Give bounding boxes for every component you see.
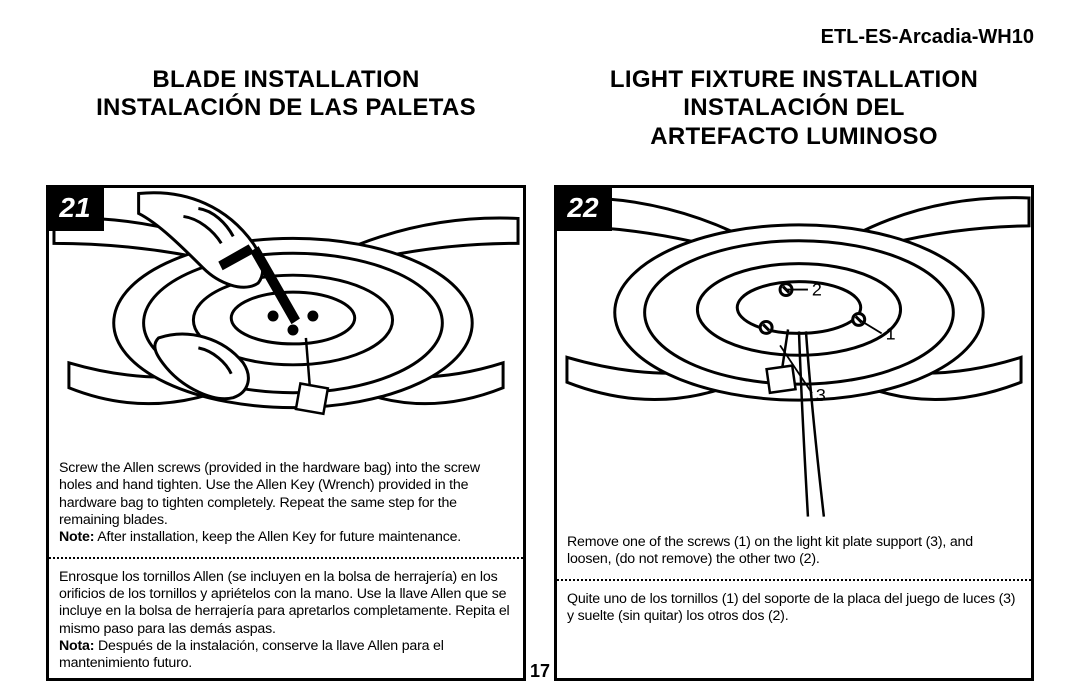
left-body-es: Enrosque los tornillos Allen (se incluye… bbox=[59, 569, 510, 637]
step-badge-left: 21 bbox=[46, 185, 104, 231]
left-lang-divider bbox=[49, 557, 523, 559]
callout-1: 1 bbox=[886, 323, 896, 343]
model-code: ETL-ES-Arcadia-WH10 bbox=[821, 26, 1034, 49]
right-illustration: 1 2 3 bbox=[557, 188, 1031, 528]
left-body-en: Screw the Allen screws (provided in the … bbox=[59, 460, 480, 528]
left-title-es: INSTALACIÓN DE LAS PALETAS bbox=[46, 94, 526, 122]
left-illustration bbox=[49, 188, 523, 454]
right-title-es-1: INSTALACIÓN DEL bbox=[554, 94, 1034, 122]
left-text-en: Screw the Allen screws (provided in the … bbox=[49, 454, 523, 553]
right-text-en: Remove one of the screws (1) on the ligh… bbox=[557, 528, 1031, 575]
right-column: LIGHT FIXTURE INSTALLATION INSTALACIÓN D… bbox=[554, 66, 1034, 681]
right-panel: 22 bbox=[554, 185, 1034, 681]
page-number: 17 bbox=[0, 661, 1080, 682]
step-badge-right: 22 bbox=[554, 185, 612, 231]
left-title: BLADE INSTALLATION INSTALACIÓN DE LAS PA… bbox=[46, 66, 526, 181]
right-title-es-2: ARTEFACTO LUMINOSO bbox=[554, 123, 1034, 151]
left-column: BLADE INSTALLATION INSTALACIÓN DE LAS PA… bbox=[46, 66, 526, 681]
columns: BLADE INSTALLATION INSTALACIÓN DE LAS PA… bbox=[46, 66, 1034, 681]
left-panel: 21 bbox=[46, 185, 526, 681]
left-note-en: After installation, keep the Allen Key f… bbox=[94, 529, 461, 545]
right-title-en: LIGHT FIXTURE INSTALLATION bbox=[554, 66, 1034, 94]
right-lang-divider bbox=[557, 579, 1031, 581]
left-note-label-en: Note: bbox=[59, 529, 94, 545]
right-text-es: Quite uno de los tornillos (1) del sopor… bbox=[557, 585, 1031, 632]
right-title: LIGHT FIXTURE INSTALLATION INSTALACIÓN D… bbox=[554, 66, 1034, 181]
right-body-en: Remove one of the screws (1) on the ligh… bbox=[567, 534, 973, 567]
callout-2: 2 bbox=[812, 280, 822, 300]
callout-3: 3 bbox=[816, 385, 826, 405]
left-note-label-es: Nota: bbox=[59, 638, 94, 654]
left-title-en: BLADE INSTALLATION bbox=[46, 66, 526, 94]
right-body-es: Quite uno de los tornillos (1) del sopor… bbox=[567, 591, 1015, 624]
